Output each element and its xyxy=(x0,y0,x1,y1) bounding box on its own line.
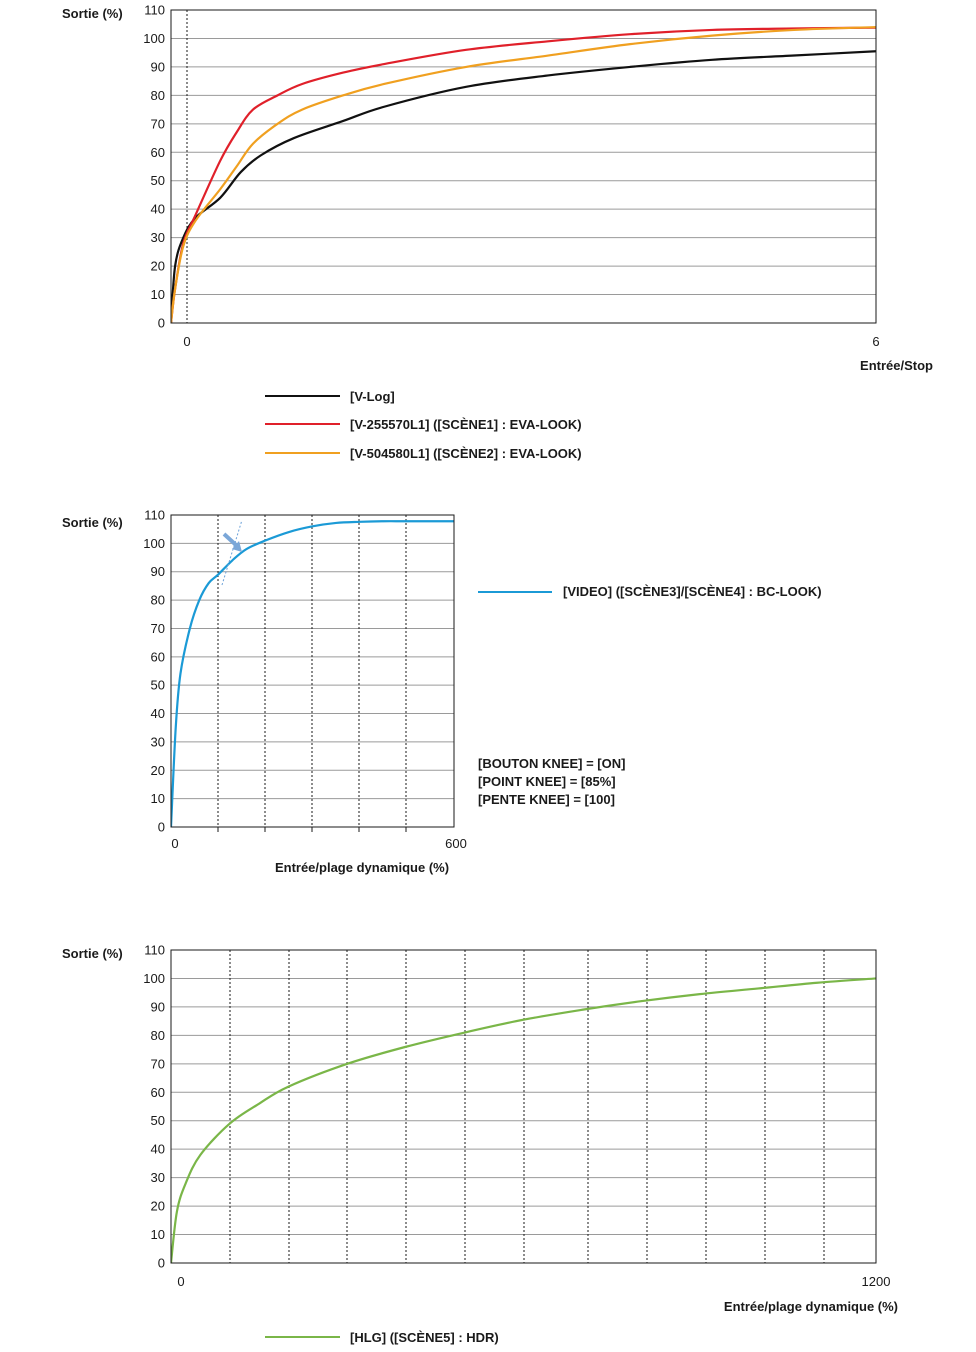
legend-label-hlg: [HLG] ([SCÈNE5] : HDR) xyxy=(350,1330,499,1345)
y-tick-label-30: 30 xyxy=(151,1170,165,1185)
y-tick-label-10: 10 xyxy=(151,791,165,806)
chart-1-y-axis-label: Sortie (%) xyxy=(62,6,123,21)
y-tick-label-90: 90 xyxy=(151,999,165,1014)
series-line-0-1 xyxy=(171,26,876,323)
y-tick-label-20: 20 xyxy=(151,259,165,274)
chart-2-vertical-gridlines xyxy=(217,515,407,827)
y-tick-label-110: 110 xyxy=(144,508,165,523)
y-tick-label-80: 80 xyxy=(151,593,165,608)
chart-2-x-tick-600: 600 xyxy=(445,836,467,851)
y-tick-label-0: 0 xyxy=(158,1256,165,1271)
y-tick-label-10: 10 xyxy=(151,1227,165,1242)
y-tick-label-110: 110 xyxy=(144,3,165,18)
y-tick-label-0: 0 xyxy=(158,316,165,331)
y-tick-label-40: 40 xyxy=(151,706,165,721)
chart-1-legend: [V-Log] [V-255570L1] ([SCÈNE1] : EVA-LOO… xyxy=(265,389,582,461)
y-tick-label-100: 100 xyxy=(143,536,165,551)
chart-1-gridlines xyxy=(171,37,876,296)
y-tick-label-80: 80 xyxy=(151,1028,165,1043)
chart-3-series-lines xyxy=(171,977,876,1263)
y-tick-label-30: 30 xyxy=(151,230,165,245)
chart-2-x-tick-marks xyxy=(217,827,407,832)
y-tick-label-90: 90 xyxy=(151,564,165,579)
series-line-2-0 xyxy=(171,977,876,1263)
y-tick-label-10: 10 xyxy=(151,287,165,302)
y-tick-label-40: 40 xyxy=(151,1142,165,1157)
y-tick-label-20: 20 xyxy=(151,1199,165,1214)
chart-2-x-axis-label: Entrée/plage dynamique (%) xyxy=(275,860,449,875)
y-tick-label-50: 50 xyxy=(151,173,165,188)
knee-point-setting: [POINT KNEE] = [85%] xyxy=(478,774,616,789)
y-tick-label-110: 110 xyxy=(144,943,165,958)
y-tick-label-60: 60 xyxy=(151,649,165,664)
chart-2-series-lines xyxy=(171,520,454,827)
y-tick-label-50: 50 xyxy=(151,678,165,693)
y-tick-label-60: 60 xyxy=(151,1085,165,1100)
series-line-0-2 xyxy=(171,25,876,323)
chart-2-y-tick-labels: 0 10 20 30 40 50 60 70 80 90 100 110 xyxy=(143,508,165,835)
chart-3: 0 10 20 30 40 50 60 70 80 90 100 110 Sortie (%) 0 1… xyxy=(62,943,898,1346)
y-tick-label-60: 60 xyxy=(151,145,165,160)
legend-label-v504580l1: [V-504580L1] ([SCÈNE2] : EVA-LOOK) xyxy=(350,446,582,461)
y-tick-label-80: 80 xyxy=(151,88,165,103)
y-tick-label-20: 20 xyxy=(151,763,165,778)
y-tick-label-40: 40 xyxy=(151,202,165,217)
series-line-0-0 xyxy=(171,50,876,323)
knee-button-setting: [BOUTON KNEE] = [ON] xyxy=(478,756,625,771)
chart-1-series-lines xyxy=(171,25,876,323)
chart-1-y-tick-labels: 0 10 20 30 40 50 60 70 80 90 100 110 xyxy=(143,3,165,331)
y-tick-label-0: 0 xyxy=(158,820,165,835)
chart-3-y-tick-labels: 0 10 20 30 40 50 60 70 80 90 100 110 xyxy=(143,943,165,1271)
y-tick-label-100: 100 xyxy=(143,31,165,46)
series-line-1-0 xyxy=(171,520,454,827)
chart-2-legend: [VIDEO] ([SCÈNE3]/[SCÈNE4] : BC-LOOK) xyxy=(478,584,822,599)
chart-3-x-tick-1200: 1200 xyxy=(862,1274,891,1289)
y-tick-label-100: 100 xyxy=(143,971,165,986)
y-tick-label-50: 50 xyxy=(151,1113,165,1128)
legend-label-v255570l1: [V-255570L1] ([SCÈNE1] : EVA-LOOK) xyxy=(350,417,582,432)
y-tick-label-90: 90 xyxy=(151,59,165,74)
chart-3-vertical-gridlines xyxy=(229,950,825,1263)
chart-3-y-axis-label: Sortie (%) xyxy=(62,946,123,961)
chart-1-x-axis-label: Entrée/Stop xyxy=(860,358,933,373)
chart-2: 0 10 20 30 40 50 60 70 80 90 100 110 Sortie (%) 0 6… xyxy=(62,508,822,876)
chart-3-plot-frame xyxy=(170,949,877,1264)
chart-1-plot-frame xyxy=(170,9,877,324)
y-tick-label-70: 70 xyxy=(151,1056,165,1071)
chart-2-x-tick-0: 0 xyxy=(171,836,178,851)
chart-1-x-tick-6: 6 xyxy=(872,334,879,349)
chart-3-x-axis-label: Entrée/plage dynamique (%) xyxy=(724,1299,898,1314)
knee-settings-annotation: [BOUTON KNEE] = [ON] [POINT KNEE] = [85%… xyxy=(478,756,625,807)
y-tick-label-70: 70 xyxy=(151,621,165,636)
knee-slope-setting: [PENTE KNEE] = [100] xyxy=(478,792,615,807)
chart-3-x-tick-0: 0 xyxy=(177,1274,184,1289)
legend-label-vlog: [V-Log] xyxy=(350,389,395,404)
legend-label-video: [VIDEO] ([SCÈNE3]/[SCÈNE4] : BC-LOOK) xyxy=(563,584,822,599)
y-tick-label-70: 70 xyxy=(151,116,165,131)
chart-2-y-axis-label: Sortie (%) xyxy=(62,515,123,530)
chart-1-x-tick-0: 0 xyxy=(183,334,190,349)
knee-point-guide-line xyxy=(221,519,243,586)
chart-3-legend: [HLG] ([SCÈNE5] : HDR) xyxy=(265,1330,499,1345)
chart-1: 0 10 20 30 40 50 60 70 80 90 100 110 Sortie (%) 0 6… xyxy=(62,3,933,462)
knee-point-arrow-icon xyxy=(222,532,242,552)
y-tick-label-30: 30 xyxy=(151,734,165,749)
